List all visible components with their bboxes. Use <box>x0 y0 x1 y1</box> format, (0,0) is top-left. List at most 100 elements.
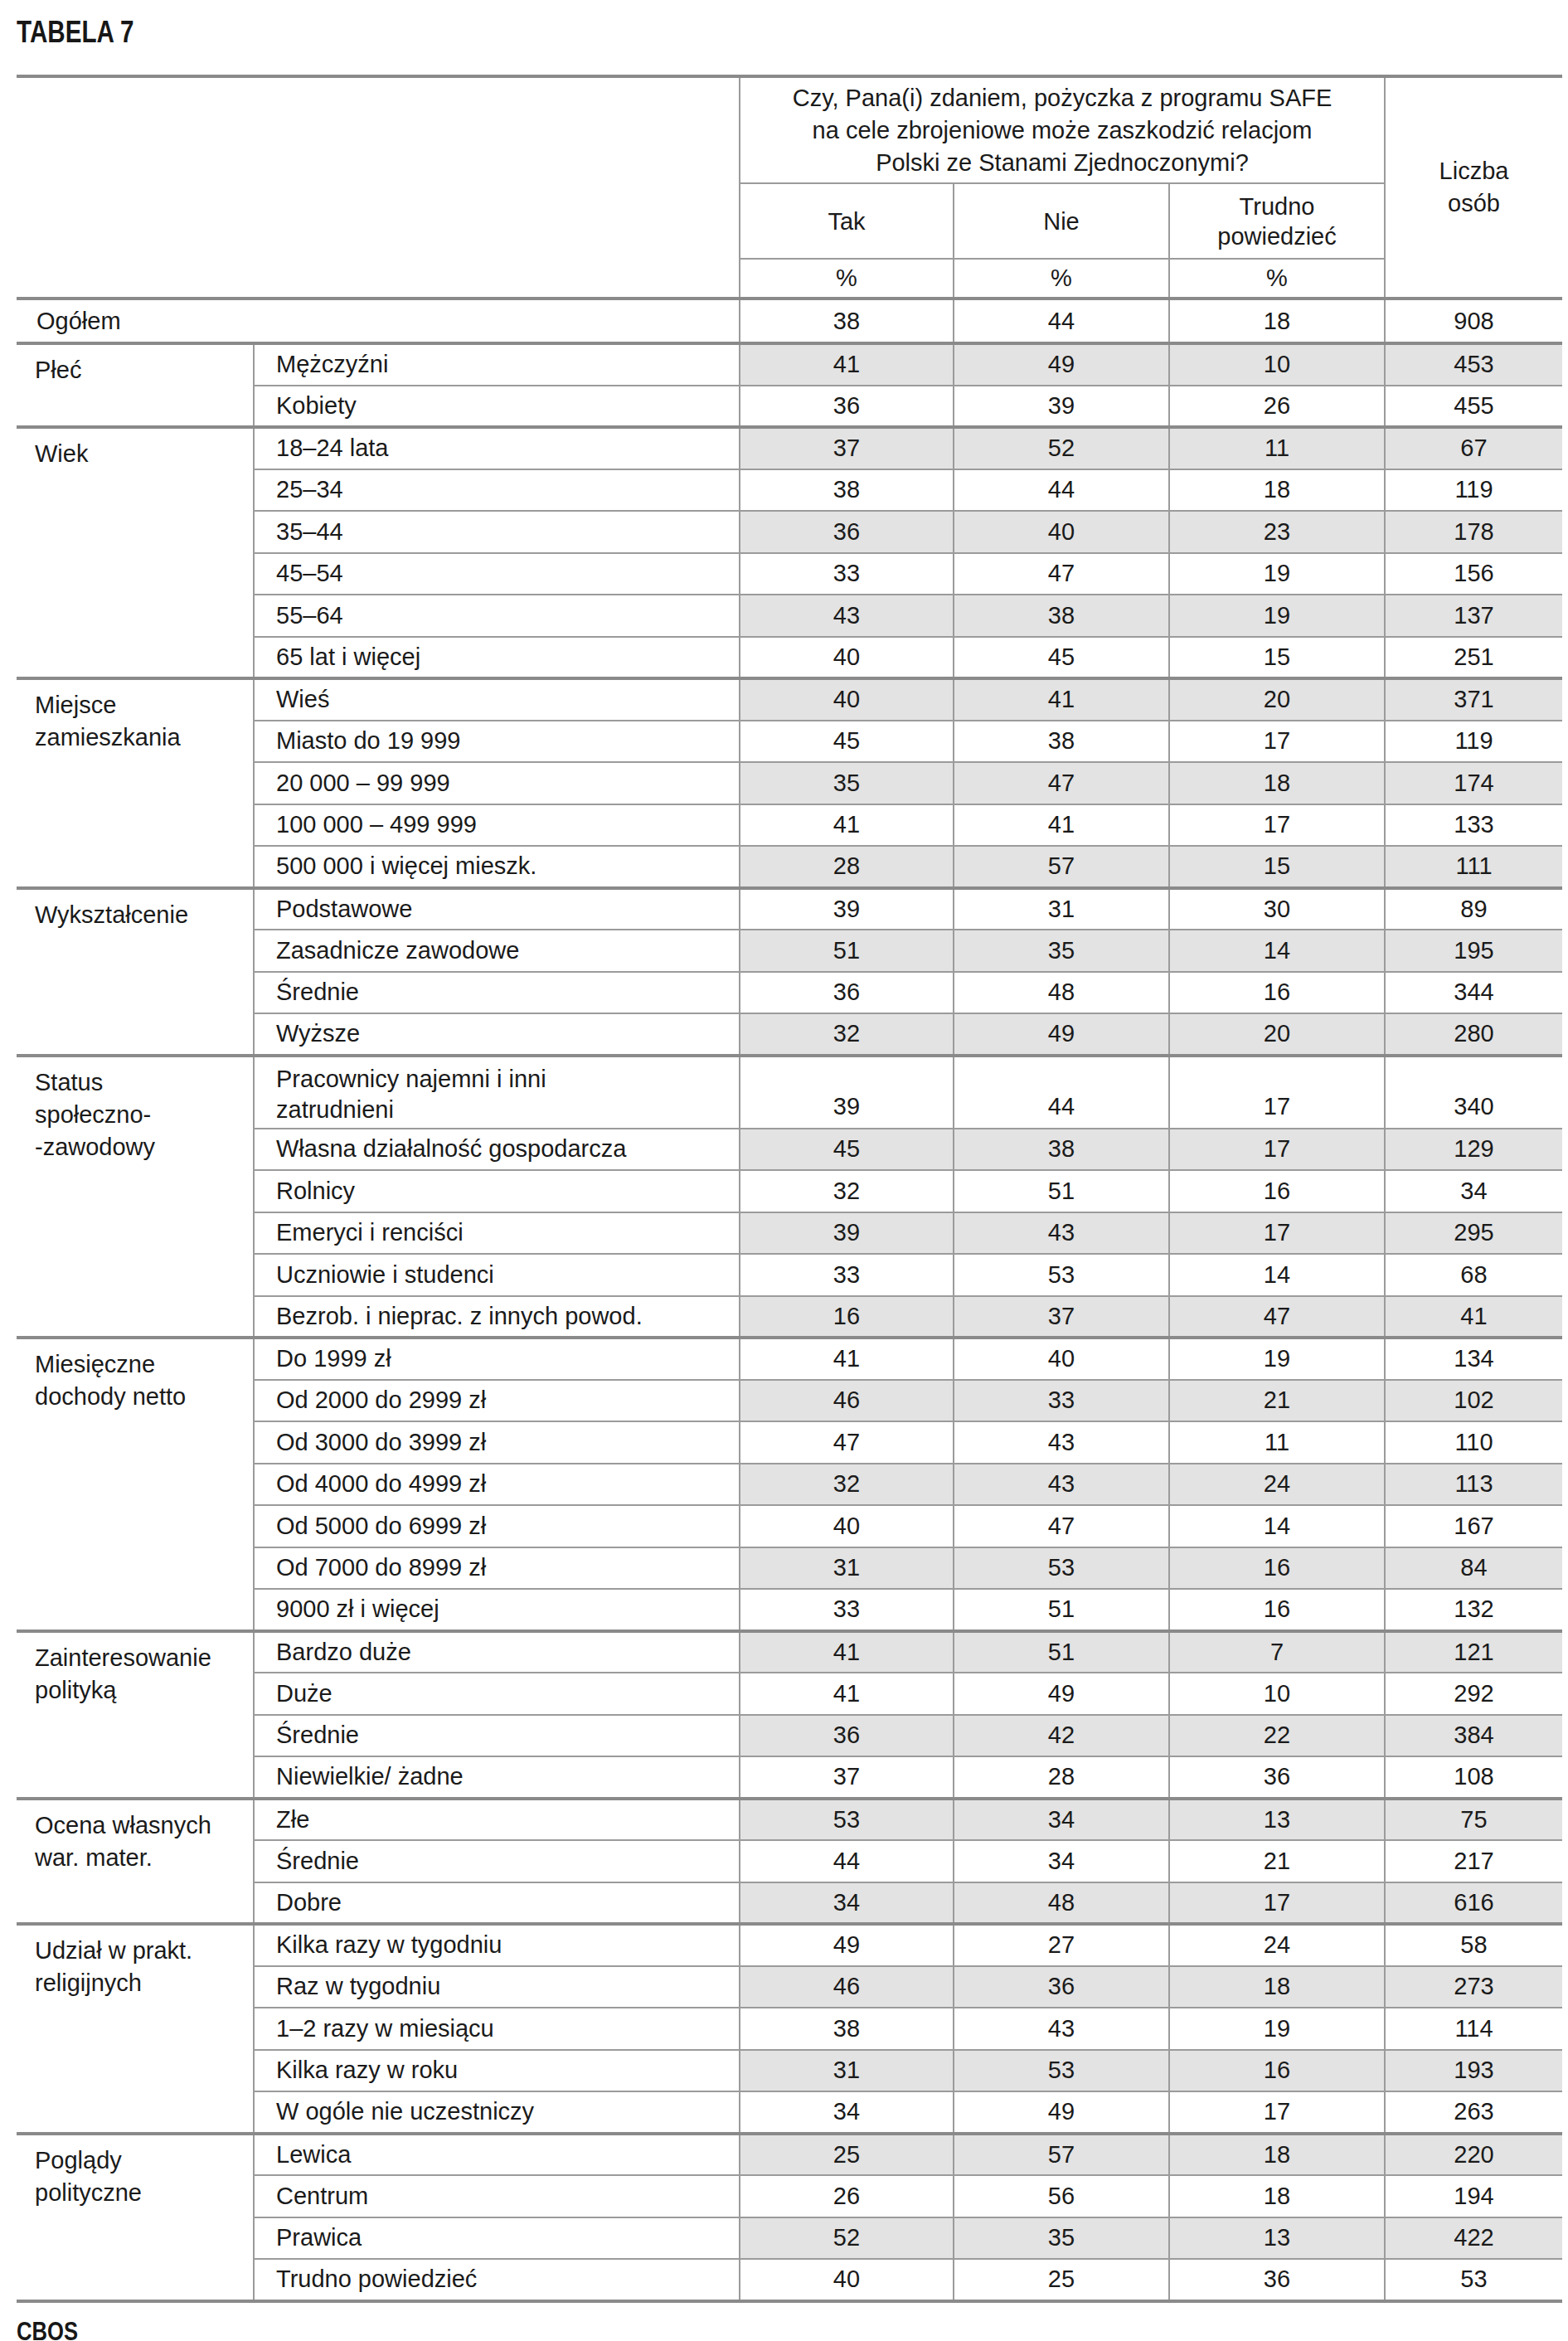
count-cell: 89 <box>1385 888 1562 930</box>
table-row: Poglądy polityczneLewica255718220 <box>17 2134 1562 2176</box>
value-cell-tak: 40 <box>740 2259 954 2301</box>
row-label-cell: Kobiety <box>254 386 740 428</box>
group-label-cell: Poglądy polityczne <box>17 2134 254 2301</box>
count-cell: 156 <box>1385 553 1562 595</box>
count-cell: 220 <box>1385 2134 1562 2176</box>
row-label-cell: Miasto do 19 999 <box>254 721 740 763</box>
value-cell-tak: 46 <box>740 1966 954 2008</box>
value-cell-trudno: 16 <box>1169 1589 1385 1631</box>
group-label-cell: Miejsce zamieszkania <box>17 678 254 888</box>
row-label-cell: Własna działalność gospodarcza <box>254 1129 740 1171</box>
value-cell-tak: 31 <box>740 2050 954 2092</box>
value-cell-tak: 40 <box>740 678 954 721</box>
percent-symbol-nie: % <box>954 259 1169 299</box>
percent-symbol-trudno: % <box>1169 259 1385 299</box>
value-cell-nie: 51 <box>954 1631 1169 1673</box>
table-row-overall: Ogółem384418908 <box>17 299 1562 343</box>
table-row: Miejsce zamieszkaniaWieś404120371 <box>17 678 1562 721</box>
value-cell-tak: 32 <box>740 1464 954 1506</box>
count-cell: 453 <box>1385 343 1562 386</box>
value-cell-tak: 39 <box>740 888 954 930</box>
value-cell-nie: 57 <box>954 2134 1169 2176</box>
header-corner-cell <box>17 76 740 299</box>
group-label-cell: Udział w prakt. religijnych <box>17 1924 254 2134</box>
row-label-cell: Od 3000 do 3999 zł <box>254 1421 740 1464</box>
table-body: Ogółem384418908PłećMężczyźni414910453Kob… <box>17 299 1562 2301</box>
value-cell-trudno: 19 <box>1169 553 1385 595</box>
value-cell-tak: 41 <box>740 1338 954 1380</box>
table-row: Udział w prakt. religijnychKilka razy w … <box>17 1924 1562 1966</box>
value-cell-trudno: 15 <box>1169 846 1385 888</box>
value-cell-trudno: 10 <box>1169 1673 1385 1715</box>
value-cell-tak: 37 <box>740 1756 954 1799</box>
value-cell-trudno: 19 <box>1169 595 1385 637</box>
value-cell-trudno: 18 <box>1169 2134 1385 2176</box>
value-cell-trudno: 18 <box>1169 469 1385 512</box>
value-cell-tak: 33 <box>740 1589 954 1631</box>
group-label-cell: Miesięczne dochody netto <box>17 1338 254 1631</box>
count-cell: 58 <box>1385 1924 1562 1966</box>
count-cell: 194 <box>1385 2175 1562 2217</box>
count-cell: 280 <box>1385 1013 1562 1056</box>
row-label-cell: Złe <box>254 1799 740 1841</box>
count-cell: 195 <box>1385 930 1562 972</box>
value-cell-tak: 52 <box>740 2217 954 2260</box>
value-cell-nie: 38 <box>954 1129 1169 1171</box>
row-label-cell: 1–2 razy w miesiącu <box>254 2008 740 2050</box>
value-cell-tak: 47 <box>740 1421 954 1464</box>
count-cell: 167 <box>1385 1505 1562 1547</box>
value-cell-nie: 53 <box>954 2050 1169 2092</box>
value-cell-tak: 45 <box>740 1129 954 1171</box>
row-label-cell: Raz w tygodniu <box>254 1966 740 2008</box>
value-cell-nie: 25 <box>954 2259 1169 2301</box>
row-label-cell: Średnie <box>254 1840 740 1882</box>
value-cell-trudno: 36 <box>1169 1756 1385 1799</box>
row-label-cell: Wieś <box>254 678 740 721</box>
count-cell: 371 <box>1385 678 1562 721</box>
value-cell-tak: 38 <box>740 299 954 343</box>
row-label-cell: Kilka razy w roku <box>254 2050 740 2092</box>
value-cell-tak: 40 <box>740 637 954 679</box>
row-label-cell: Od 5000 do 6999 zł <box>254 1505 740 1547</box>
value-cell-nie: 49 <box>954 2091 1169 2134</box>
table-row: Zainteresowanie politykąBardzo duże41517… <box>17 1631 1562 1673</box>
page-title: TABELA 7 <box>17 15 1258 50</box>
value-cell-trudno: 17 <box>1169 721 1385 763</box>
group-label-cell: Zainteresowanie polityką <box>17 1631 254 1799</box>
value-cell-tak: 36 <box>740 386 954 428</box>
value-cell-tak: 33 <box>740 553 954 595</box>
answer-header-trudno: Trudno powiedzieć <box>1169 183 1385 259</box>
row-label-cell: Bezrob. i nieprac. z innych powod. <box>254 1296 740 1338</box>
row-label-cell: Prawica <box>254 2217 740 2260</box>
value-cell-tak: 32 <box>740 1013 954 1056</box>
question-cell: Czy, Pana(i) zdaniem, pożyczka z program… <box>740 76 1385 183</box>
value-cell-nie: 51 <box>954 1170 1169 1212</box>
value-cell-trudno: 13 <box>1169 2217 1385 2260</box>
value-cell-trudno: 17 <box>1169 2091 1385 2134</box>
row-label-cell: Mężczyźni <box>254 343 740 386</box>
row-label-cell: 65 lat i więcej <box>254 637 740 679</box>
value-cell-nie: 36 <box>954 1966 1169 2008</box>
value-cell-tak: 31 <box>740 1547 954 1590</box>
row-label-cell: Do 1999 zł <box>254 1338 740 1380</box>
value-cell-nie: 38 <box>954 721 1169 763</box>
value-cell-nie: 40 <box>954 1338 1169 1380</box>
value-cell-trudno: 16 <box>1169 1170 1385 1212</box>
value-cell-trudno: 17 <box>1169 1212 1385 1255</box>
count-cell: 384 <box>1385 1715 1562 1757</box>
value-cell-nie: 38 <box>954 595 1169 637</box>
count-cell: 616 <box>1385 1882 1562 1925</box>
count-cell: 908 <box>1385 299 1562 343</box>
value-cell-trudno: 47 <box>1169 1296 1385 1338</box>
group-label-cell: Wykształcenie <box>17 888 254 1056</box>
value-cell-trudno: 17 <box>1169 1056 1385 1129</box>
value-cell-trudno: 17 <box>1169 1882 1385 1925</box>
value-cell-nie: 53 <box>954 1547 1169 1590</box>
value-cell-tak: 26 <box>740 2175 954 2217</box>
row-label-cell: W ogóle nie uczestniczy <box>254 2091 740 2134</box>
count-cell: 134 <box>1385 1338 1562 1380</box>
value-cell-nie: 48 <box>954 972 1169 1014</box>
value-cell-tak: 35 <box>740 762 954 804</box>
row-label-cell: Podstawowe <box>254 888 740 930</box>
count-cell: 102 <box>1385 1380 1562 1422</box>
